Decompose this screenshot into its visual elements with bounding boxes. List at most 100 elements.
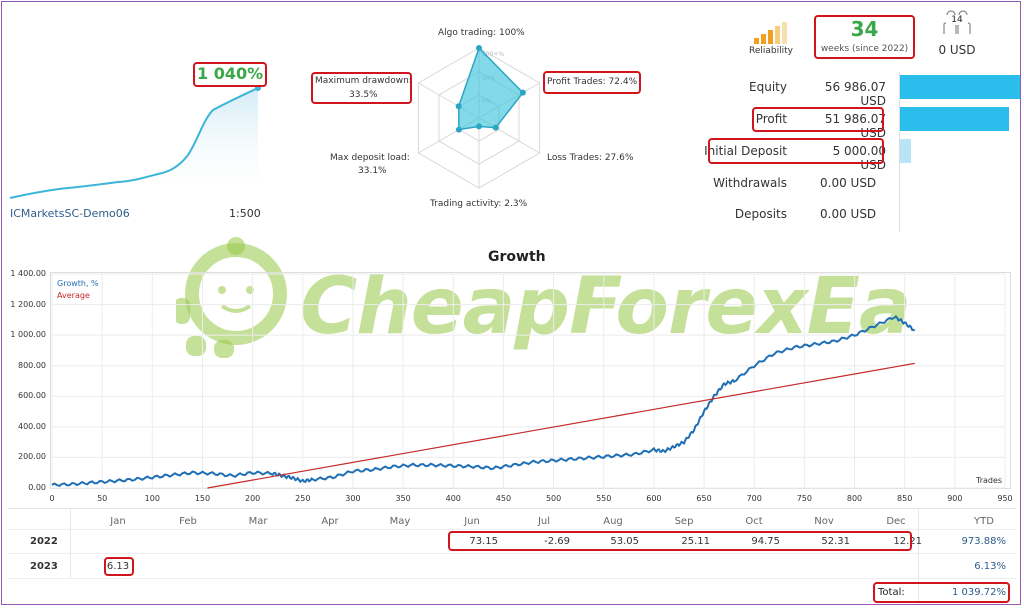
radar-value-max-deposit-load: 33.1%	[358, 166, 387, 176]
radar-point-profit_trades	[519, 89, 526, 96]
radar-label-algo-trading: Algo trading: 100%	[438, 28, 525, 38]
subscribers-value: 0 USD	[938, 43, 976, 57]
x-tick-label-16: 800	[846, 494, 863, 503]
month-header-may: May	[389, 516, 411, 527]
gain-label: 1 040%	[197, 64, 264, 83]
x-tick-label-17: 850	[897, 494, 913, 503]
radar-label-max-drawdown: Maximum drawdown:	[315, 76, 412, 86]
cell-2023-jan: 6.13	[106, 561, 130, 572]
cell-2022-aug: 53.05	[610, 536, 639, 547]
radar-label-trading-activity: Trading activity: 2.3%	[430, 199, 528, 209]
month-header-jan: Jan	[110, 516, 126, 527]
watermark-text: CheapForexEa	[300, 262, 912, 352]
x-tick-label-18: 900	[947, 494, 963, 503]
gain-highlight-box	[193, 62, 267, 87]
x-tick-label-1: 50	[97, 494, 108, 503]
y-tick-label-2: 400.00	[18, 421, 46, 431]
stat-label-equity: Equity	[749, 80, 787, 94]
stat-label-deposits: Deposits	[734, 207, 787, 221]
leverage: 1:500	[229, 207, 261, 220]
reliability-label: Reliability	[749, 46, 793, 56]
mini-growth-line	[9, 87, 259, 199]
profit-highlight-box	[752, 107, 884, 132]
cell-2022-oct: 94.75	[751, 536, 780, 547]
stat-value-withdrawals: 0.00 USD	[820, 176, 877, 190]
mini-growth-area	[10, 88, 258, 200]
stat-value-equity: 56 986.07 USD	[824, 80, 886, 108]
y-tick-label-7: 1 400.00	[10, 269, 46, 278]
account-name[interactable]: ICMarketsSC-Demo06	[10, 207, 130, 220]
legend-average: Average	[57, 291, 90, 300]
row-line-1	[8, 529, 1016, 530]
x-tick-label-5: 250	[295, 494, 311, 503]
cell-2022-jul: -2.69	[544, 536, 570, 547]
x-tick-label-15: 750	[796, 494, 812, 503]
table-year-divider	[70, 508, 71, 578]
weeks-count: 34	[850, 17, 879, 41]
radar-label-profit-trades: Profit Trades: 72.4%	[547, 77, 638, 87]
month-header-dec: Dec	[886, 516, 906, 527]
total-value: 1 039.72%	[951, 587, 1006, 598]
jan-2023-highlight-box	[104, 557, 134, 576]
row-year-2022: 2022	[30, 536, 58, 547]
x-tick-label-12: 600	[646, 494, 662, 503]
ytd-header: YTD	[974, 516, 994, 527]
x-tick-label-7: 350	[395, 494, 411, 503]
stat-label-withdrawals: Withdrawals	[713, 176, 787, 190]
stat-bar-initial-deposit	[900, 139, 911, 163]
weeks-highlight-box	[814, 15, 915, 59]
stat-value-initial-deposit: 5 000.00 USD	[832, 144, 886, 172]
x-tick-label-4: 200	[244, 494, 261, 503]
row-line-3	[8, 578, 1016, 579]
x-tick-label-0: 0	[49, 494, 55, 503]
legend-growth: Growth, %	[57, 279, 99, 288]
x-tick-label-6: 300	[345, 494, 361, 503]
radar-value-polygon	[457, 46, 524, 131]
month-header-aug: Aug	[603, 516, 623, 527]
month-header-mar: Mar	[248, 516, 268, 527]
y-tick-label-6: 1 200.00	[10, 299, 46, 309]
max-drawdown-highlight-box	[311, 72, 412, 104]
stat-bar-equity	[900, 75, 1020, 99]
ytd-2022: 973.88%	[961, 536, 1007, 547]
radar-label-max-deposit-load: Max deposit load:	[330, 153, 410, 163]
month-header-sep: Sep	[674, 516, 694, 527]
y-tick-label-5: 1 000.00	[10, 330, 46, 340]
month-header-jul: Jul	[537, 516, 551, 527]
radar-point-algo_trading	[476, 45, 482, 51]
month-header-feb: Feb	[179, 516, 197, 527]
month-header-jun: Jun	[464, 516, 480, 527]
x-axis-label: Trades	[976, 476, 1003, 485]
table-ytd-divider	[918, 508, 919, 604]
radar-chart: 100+%50%0%	[417, 45, 541, 189]
total-label: Total:	[878, 587, 905, 598]
radar-value-max-drawdown: 33.5%	[349, 90, 378, 100]
radar-ring-label-ring_100: 100+%	[482, 51, 504, 58]
stat-label-profit: Profit	[755, 112, 787, 126]
x-tick-label-2: 100	[144, 494, 160, 503]
series-line-average	[207, 362, 915, 489]
x-tick-label-10: 500	[545, 494, 562, 503]
cell-2022-nov: 52.31	[821, 536, 850, 547]
y-tick-label-4: 800.00	[18, 360, 46, 370]
stats-divider	[899, 72, 900, 232]
row-year-2023: 2023	[30, 561, 58, 572]
table-top-line	[8, 508, 1016, 509]
watermark-logo	[176, 237, 287, 358]
stat-label-initial-deposit: Initial Deposit	[704, 144, 787, 158]
month-header-nov: Nov	[814, 516, 834, 527]
cell-2022-sep: 25.11	[681, 536, 710, 547]
stat-value-profit: 51 986.07 USD	[824, 112, 886, 140]
profit-trades-highlight-box	[543, 71, 641, 94]
growth-chart	[51, 273, 1006, 489]
y-tick-label-1: 200.00	[18, 452, 46, 462]
x-tick-label-19: 950	[997, 494, 1013, 503]
monthly-2022-highlight-box	[448, 531, 912, 551]
month-header-apr: Apr	[321, 516, 339, 527]
x-tick-label-14: 700	[746, 494, 762, 503]
radar-point-max_deposit_load	[455, 126, 462, 133]
radar-point-trading_activity	[476, 123, 482, 130]
weeks-caption: weeks (since 2022)	[820, 44, 909, 54]
total-highlight-box	[873, 582, 1010, 603]
radar-point-loss_trades	[492, 124, 499, 131]
